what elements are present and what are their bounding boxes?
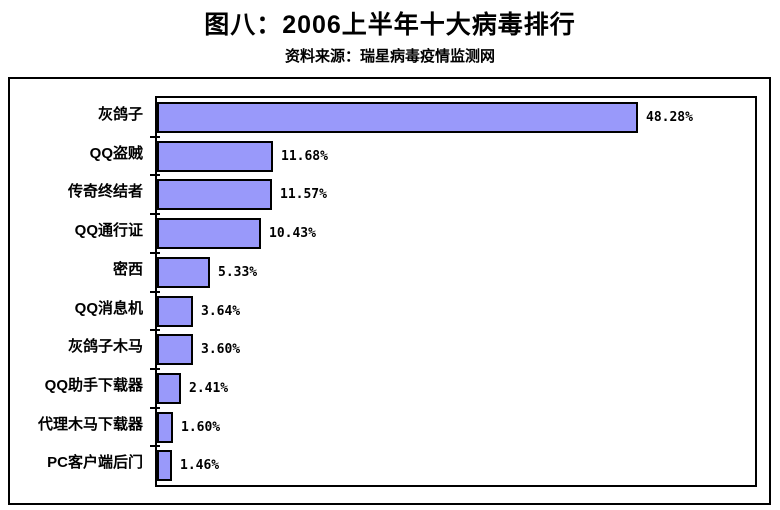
plot-area: 48.28% 11.68% 11.57% 10.43% 5.33% 3.64% 3.60% 2… [150, 96, 757, 487]
category-axis-tick [150, 174, 160, 177]
category-label: 代理木马下载器 [37, 415, 143, 433]
bar-value-label: 11.68% [281, 148, 328, 164]
category-axis-labels: 灰鸽子 QQ盗贼传奇终结者 QQ通行证密西 QQ消息机灰鸽子木马 QQ助手下载器代理木马… [10, 96, 149, 487]
category-label: 传奇终结者 [67, 183, 143, 201]
chart-frame: 灰鸽子 QQ盗贼传奇终结者 QQ通行证密西 QQ消息机灰鸽子木马 QQ助手下载器代理木马… [8, 77, 771, 505]
bar-8 [157, 372, 181, 404]
bar-value-label: 1.60% [181, 419, 221, 435]
chart-source-note: 资料来源：瑞星病毒疫情监测网 [284, 49, 495, 65]
category-axis-tick [150, 367, 160, 370]
category-label: QQ通行证 [74, 222, 143, 240]
category-label: 灰鸽子木马 [67, 338, 143, 356]
bar-7 [157, 334, 193, 366]
category-axis-tick [150, 406, 160, 409]
category-axis-tick [150, 290, 160, 293]
bar-value-label: 2.41% [189, 380, 229, 396]
chart-title: 图八：2006上半年十大病毒排行 [204, 11, 576, 39]
bar-2 [157, 140, 273, 172]
category-label: PC客户端后门 [47, 454, 143, 472]
category-axis-tick [150, 213, 160, 216]
category-axis-tick [150, 135, 160, 138]
bar-value-label: 5.33% [218, 264, 258, 280]
category-label: QQ消息机 [74, 299, 143, 317]
bar-value-label: 10.43% [269, 226, 316, 242]
bar-value-label: 48.28% [646, 110, 693, 125]
bar-5 [157, 256, 210, 288]
bar-10 [157, 450, 172, 482]
bar-value-label: 11.57% [280, 187, 327, 203]
category-label: QQ盗贼 [89, 144, 143, 162]
bar-value-label: 1.46% [180, 458, 220, 474]
category-label: 灰鸽子 [97, 106, 143, 123]
bar-6 [157, 295, 193, 327]
category-axis-tick [150, 329, 160, 332]
category-axis-tick [150, 445, 160, 448]
bar-value-label: 3.60% [201, 342, 241, 358]
bar-3 [157, 179, 272, 211]
category-label: 密西 [112, 260, 143, 278]
bar-1 [157, 102, 638, 133]
bar-4 [157, 218, 261, 250]
category-axis-tick [150, 251, 160, 254]
category-label: QQ助手下载器 [44, 376, 143, 394]
bar-value-label: 3.64% [201, 303, 241, 319]
bar-9 [157, 411, 173, 443]
